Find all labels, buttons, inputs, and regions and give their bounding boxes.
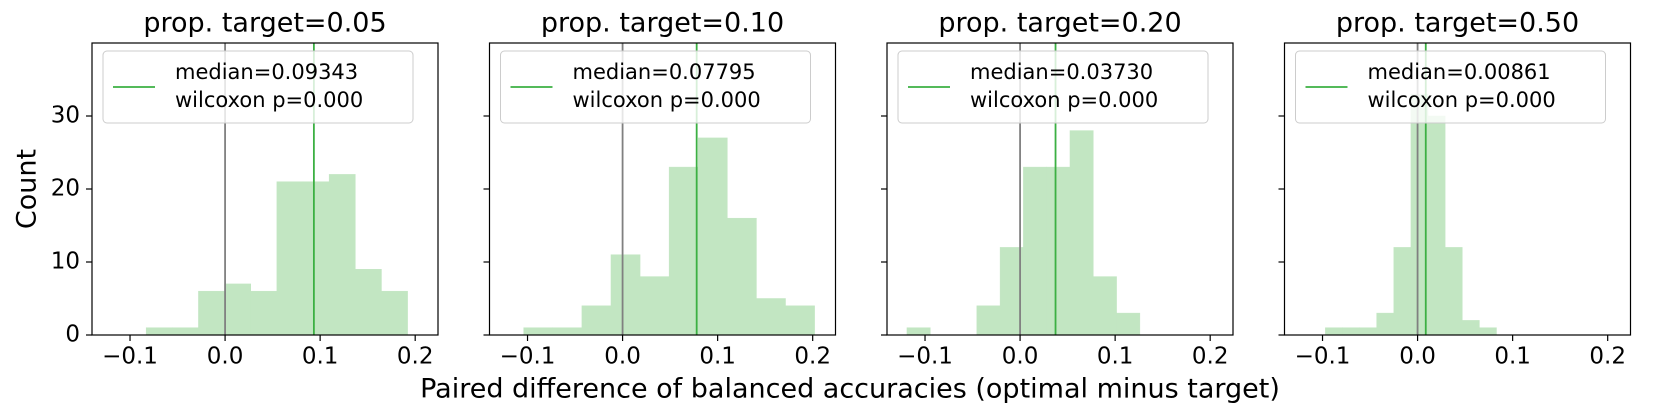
x-tick-label: 0.2 xyxy=(1192,344,1229,370)
legend-label: wilcoxon p=0.000 xyxy=(1368,88,1556,112)
panel: prop. target=0.20 −0.1 0.0 0.1 0.2 median=0.0… xyxy=(881,8,1234,370)
bar xyxy=(1444,247,1463,336)
x-tick-label: −0.1 xyxy=(500,344,556,370)
x-tick-label: 0.2 xyxy=(794,344,831,370)
bar xyxy=(145,327,173,336)
x-tick-label: 0.1 xyxy=(1097,344,1134,370)
y-tick-label: 0 xyxy=(65,322,80,348)
x-tick-label: −0.1 xyxy=(897,344,953,370)
bar xyxy=(1359,327,1377,336)
panel-title: prop. target=0.05 xyxy=(143,8,386,39)
bar xyxy=(1376,312,1395,336)
y-axis-label: Count xyxy=(12,149,43,229)
panel-title: prop. target=0.20 xyxy=(938,8,1181,39)
bar xyxy=(276,181,304,336)
bar xyxy=(381,290,408,336)
bar xyxy=(523,327,554,336)
bar xyxy=(355,269,382,336)
bar xyxy=(1069,130,1094,336)
bar xyxy=(668,166,699,336)
bar xyxy=(1116,312,1141,336)
x-tick-label: 0.0 xyxy=(207,344,244,370)
bar xyxy=(1342,327,1360,336)
bar xyxy=(1093,276,1117,336)
legend-label: wilcoxon p=0.000 xyxy=(573,88,761,112)
bar xyxy=(976,305,1001,336)
bar xyxy=(198,290,225,336)
bar xyxy=(1325,327,1343,336)
bar xyxy=(727,217,757,336)
legend-box xyxy=(1295,50,1606,124)
legend-label: median=0.09343 xyxy=(175,60,358,84)
bar xyxy=(552,327,583,336)
x-tick-label: −0.1 xyxy=(102,344,158,370)
bar xyxy=(1023,166,1047,336)
legend-box xyxy=(897,50,1209,124)
panel: prop. target=0.05 −0.1 0.0 0.1 0.2 0 10 20 30 med… xyxy=(51,8,439,370)
axes-frame xyxy=(1283,42,1632,336)
legend-box xyxy=(500,50,811,124)
x-tick-label: 0.0 xyxy=(604,344,641,370)
y-tick-label: 20 xyxy=(51,176,80,202)
legend-box xyxy=(102,50,414,124)
x-tick-label: 0.0 xyxy=(1002,344,1039,370)
bar xyxy=(1393,247,1412,336)
axes-frame xyxy=(91,42,439,336)
panel: prop. target=0.10 −0.1 0.0 0.1 0.2 median=0.0… xyxy=(483,8,837,370)
x-axis-label: Paired difference of balanced accuracies… xyxy=(420,374,1280,405)
x-tick-label: 0.2 xyxy=(1589,344,1626,370)
x-tick-label: 0.1 xyxy=(1494,344,1531,370)
bar xyxy=(906,327,931,336)
legend-label: median=0.07795 xyxy=(573,60,756,84)
legend-label: median=0.03730 xyxy=(970,60,1153,84)
legend-label: wilcoxon p=0.000 xyxy=(970,88,1158,112)
bar xyxy=(328,174,356,336)
panel-title: prop. target=0.50 xyxy=(1336,8,1579,39)
bar xyxy=(302,181,330,336)
bar xyxy=(581,305,612,336)
bar xyxy=(1427,115,1446,336)
bar xyxy=(785,305,815,336)
bar xyxy=(1462,320,1480,336)
x-tick-label: 0.2 xyxy=(397,344,434,370)
bar xyxy=(224,283,251,336)
bar xyxy=(250,290,278,336)
bar xyxy=(756,298,786,336)
legend-label: wilcoxon p=0.000 xyxy=(175,88,363,112)
panel: prop. target=0.50 −0.1 0.0 0.1 0.2 median=0.0… xyxy=(1278,8,1632,370)
x-tick-label: 0.1 xyxy=(699,344,736,370)
y-tick-label: 10 xyxy=(51,249,80,275)
bar xyxy=(1046,166,1071,336)
axes-frame xyxy=(886,42,1234,336)
legend-label: median=0.00861 xyxy=(1368,60,1551,84)
bar xyxy=(172,327,199,336)
bar xyxy=(639,276,670,336)
bar xyxy=(697,137,728,336)
bar xyxy=(610,254,641,336)
bar xyxy=(1479,327,1497,336)
panel-title: prop. target=0.10 xyxy=(541,8,784,39)
x-tick-label: 0.0 xyxy=(1399,344,1436,370)
x-tick-label: 0.1 xyxy=(302,344,339,370)
y-tick-label: 30 xyxy=(51,103,80,129)
x-tick-label: −0.1 xyxy=(1295,344,1351,370)
axes-frame xyxy=(488,42,837,336)
